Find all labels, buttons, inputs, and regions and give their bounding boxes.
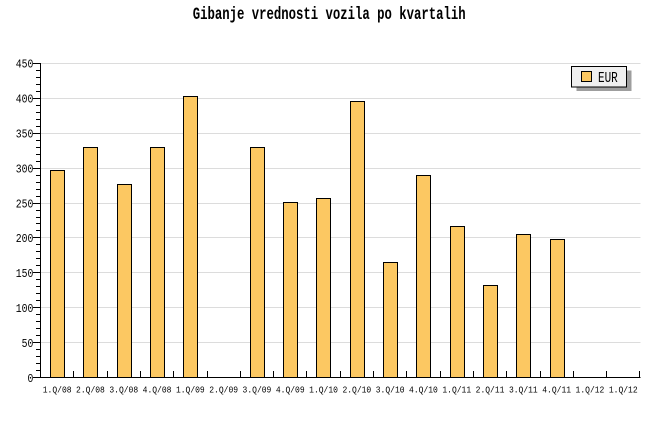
- svg-text:2.Q/10: 2.Q/10: [342, 385, 371, 396]
- svg-text:4.Q/10: 4.Q/10: [409, 385, 438, 396]
- svg-text:1.Q/12: 1.Q/12: [609, 385, 638, 396]
- svg-text:4.Q/11: 4.Q/11: [542, 385, 571, 396]
- svg-text:Gibanje vrednosti vozila po kv: Gibanje vrednosti vozila po kvartalih: [193, 6, 466, 24]
- svg-text:3.Q/11: 3.Q/11: [509, 385, 538, 396]
- svg-text:450: 450: [16, 59, 34, 72]
- svg-text:100: 100: [16, 303, 34, 316]
- svg-text:1.Q/09: 1.Q/09: [176, 385, 205, 396]
- svg-text:3.Q/08: 3.Q/08: [109, 385, 138, 396]
- svg-text:3.Q/09: 3.Q/09: [243, 385, 272, 396]
- svg-text:400: 400: [16, 94, 34, 107]
- svg-text:0: 0: [28, 373, 34, 386]
- svg-text:1.Q/10: 1.Q/10: [309, 385, 338, 396]
- svg-text:EUR: EUR: [598, 69, 618, 86]
- svg-text:3.Q/10: 3.Q/10: [376, 385, 405, 396]
- svg-text:350: 350: [16, 129, 34, 142]
- svg-text:250: 250: [16, 199, 34, 212]
- svg-text:4.Q/09: 4.Q/09: [276, 385, 305, 396]
- svg-text:2.Q/08: 2.Q/08: [76, 385, 105, 396]
- svg-text:150: 150: [16, 268, 34, 281]
- svg-text:1.Q/08: 1.Q/08: [43, 385, 72, 396]
- svg-text:2.Q/09: 2.Q/09: [209, 385, 238, 396]
- svg-text:300: 300: [16, 164, 34, 177]
- svg-text:4.Q/08: 4.Q/08: [143, 385, 172, 396]
- svg-text:50: 50: [22, 338, 34, 351]
- svg-text:1.Q/12: 1.Q/12: [576, 385, 605, 396]
- svg-text:1.Q/11: 1.Q/11: [442, 385, 471, 396]
- svg-text:200: 200: [16, 234, 34, 247]
- svg-text:2.Q/11: 2.Q/11: [476, 385, 505, 396]
